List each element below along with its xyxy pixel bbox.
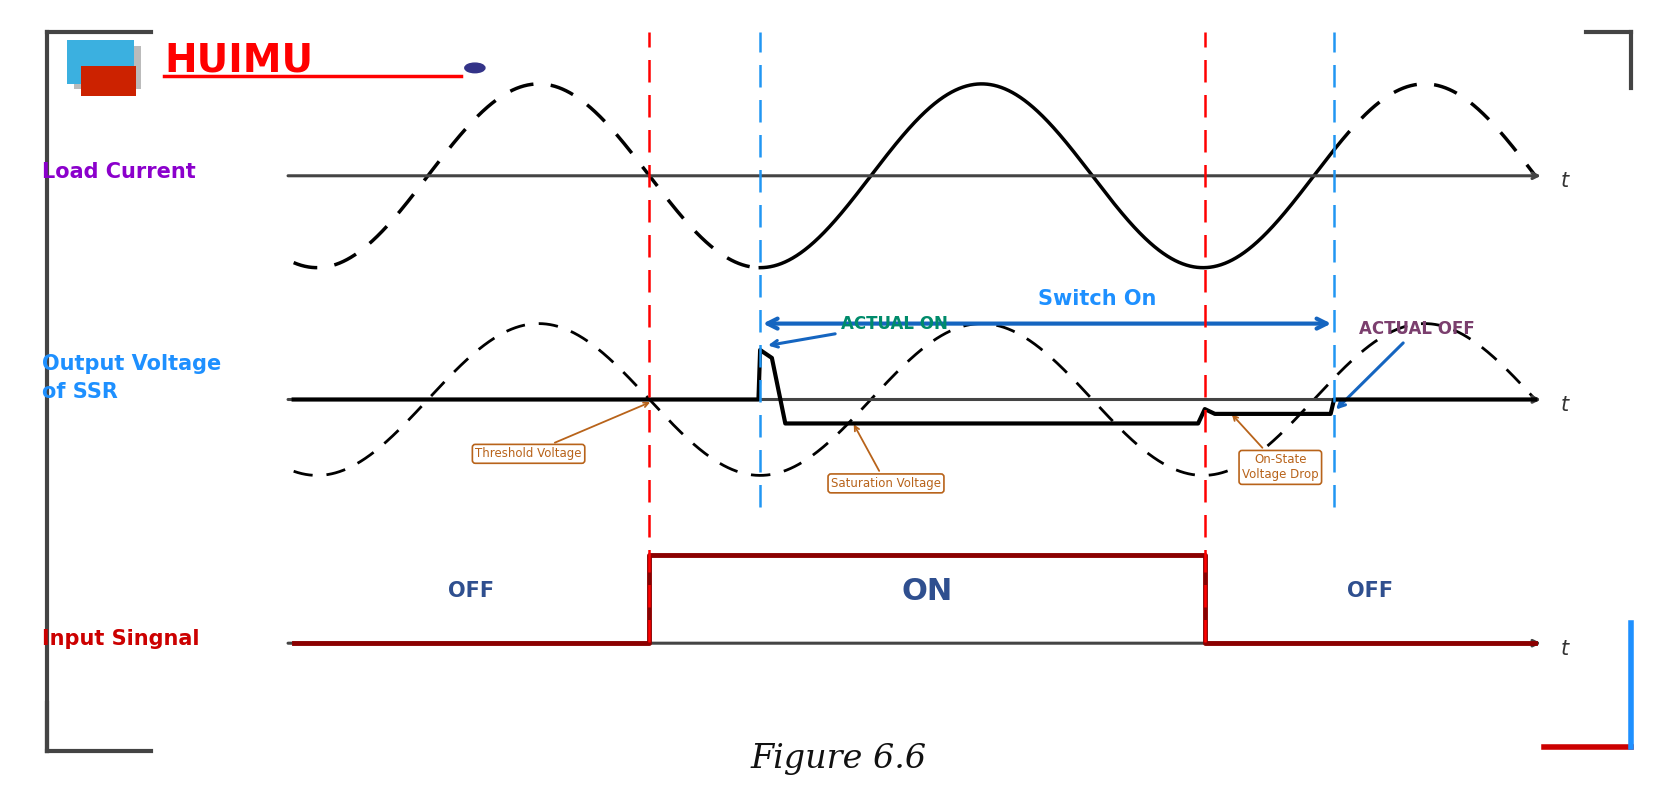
Text: Saturation Voltage: Saturation Voltage bbox=[831, 426, 941, 490]
Text: OFF: OFF bbox=[1347, 581, 1393, 602]
Text: Figure 6.6: Figure 6.6 bbox=[752, 743, 926, 775]
Text: Threshold Voltage: Threshold Voltage bbox=[475, 403, 648, 460]
Text: t: t bbox=[1561, 171, 1569, 192]
Text: ACTUAL OFF: ACTUAL OFF bbox=[1339, 320, 1475, 407]
Bar bbox=[67, 40, 134, 84]
Bar bbox=[74, 46, 141, 89]
Text: Input Singnal: Input Singnal bbox=[42, 629, 200, 650]
Text: Output Voltage: Output Voltage bbox=[42, 353, 221, 374]
Text: of SSR: of SSR bbox=[42, 381, 117, 402]
Text: OFF: OFF bbox=[448, 581, 495, 602]
Text: t: t bbox=[1561, 395, 1569, 415]
Circle shape bbox=[465, 63, 485, 73]
Text: ACTUAL ON: ACTUAL ON bbox=[772, 315, 948, 347]
Text: ON: ON bbox=[901, 577, 953, 606]
Text: HUIMU: HUIMU bbox=[164, 42, 314, 80]
Text: Load Current: Load Current bbox=[42, 161, 196, 182]
Bar bbox=[81, 66, 136, 96]
Text: Switch On: Switch On bbox=[1039, 289, 1156, 309]
Text: t: t bbox=[1561, 638, 1569, 659]
Text: On-State
Voltage Drop: On-State Voltage Drop bbox=[1233, 415, 1319, 482]
